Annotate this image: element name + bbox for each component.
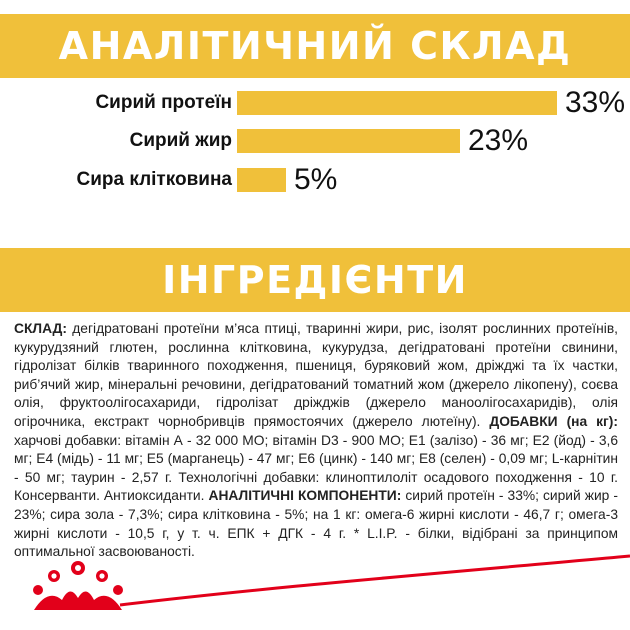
analysis-row-label: Сира клітковина: [76, 169, 232, 190]
analysis-row-fat: Сирий жир 23%: [0, 124, 630, 158]
composition-body: дегідратовані протеїни м’яса птиці, твар…: [14, 321, 618, 429]
analysis-row-value: 33%: [565, 86, 626, 119]
composition-label: СКЛАД:: [14, 321, 67, 336]
analysis-row-value: 5%: [294, 163, 338, 196]
analysis-banner: АНАЛІТИЧНИЙ СКЛАД: [0, 14, 630, 78]
analysis-row-label: Сирий протеїн: [95, 92, 232, 113]
analysis-bar: [237, 129, 460, 153]
analysis-bar: [237, 168, 286, 192]
components-body: сирий протеїн - 33%; сирий жир - 23%; си…: [14, 488, 618, 560]
ingredients-title: ІНГРЕДІЄНТИ: [162, 258, 468, 302]
additives-label: ДОБАВКИ (на кг):: [489, 413, 618, 429]
analysis-row-fiber: Сира клітковина 5%: [0, 163, 630, 197]
components-label: АНАЛІТИЧНІ КОМПОНЕНТИ:: [208, 488, 402, 504]
analysis-bar: [237, 91, 557, 115]
composition-text: СКЛАД: дегідратовані протеїни м’яса птиц…: [14, 320, 618, 562]
royal-canin-crown-logo-icon: [33, 561, 123, 610]
additives-body: харчові добавки: вітамін А - 32 000 МО; …: [14, 432, 618, 504]
analysis-row-protein: Сирий протеїн 33%: [0, 86, 630, 120]
ingredients-banner: ІНГРЕДІЄНТИ: [0, 248, 630, 312]
analysis-title: АНАЛІТИЧНИЙ СКЛАД: [58, 24, 572, 68]
analysis-row-label: Сирий жир: [129, 130, 232, 151]
analysis-row-value: 23%: [468, 124, 529, 157]
